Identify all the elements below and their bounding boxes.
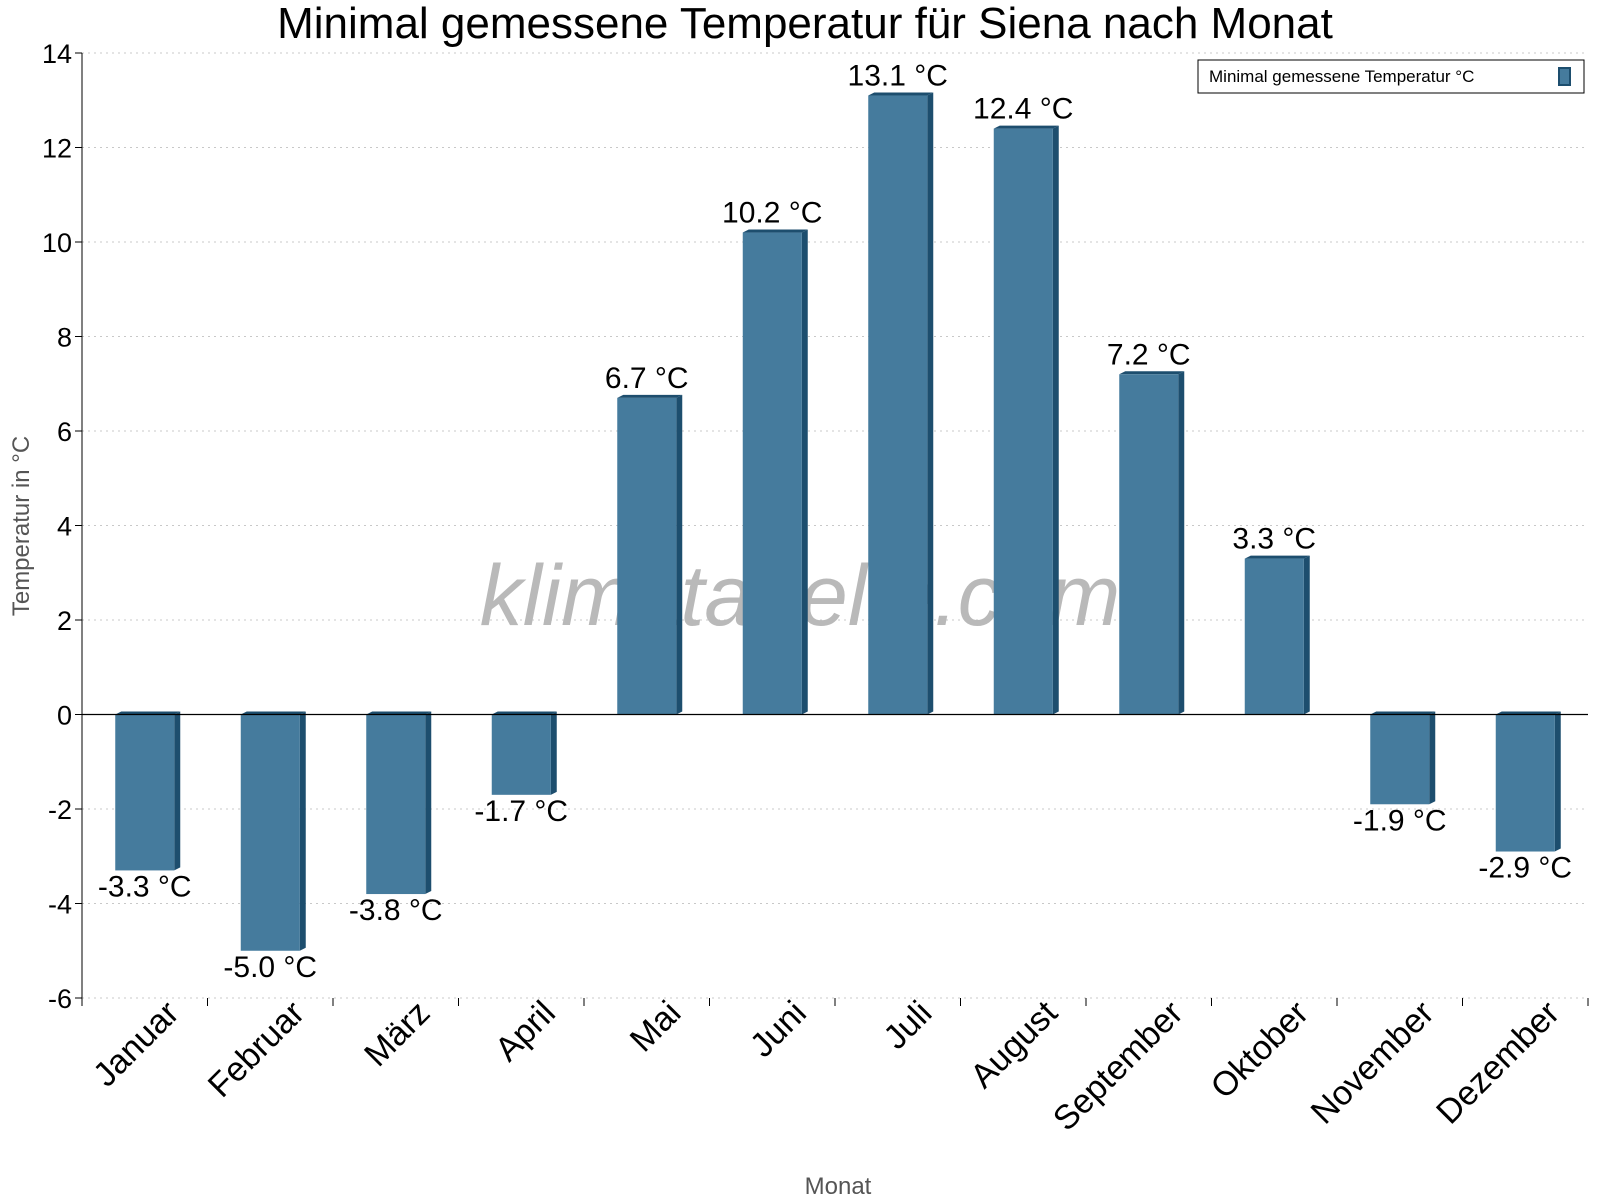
bar-side: [1303, 555, 1310, 715]
data-label: -1.9 °C: [1353, 804, 1447, 837]
bar-side: [425, 711, 432, 895]
bar-top: [617, 394, 683, 398]
bar-side: [801, 229, 808, 715]
category-label: April: [488, 994, 563, 1069]
legend-label: Minimal gemessene Temperatur °C: [1209, 67, 1474, 86]
bar: [1244, 558, 1304, 715]
bar-side: [676, 394, 683, 715]
y-tick-label: 14: [42, 39, 72, 69]
category-label: Januar: [86, 994, 186, 1094]
bar-side: [174, 711, 181, 871]
y-tick-label: 4: [57, 512, 72, 542]
legend-box: [1197, 59, 1585, 94]
data-label: 7.2 °C: [1107, 338, 1191, 371]
category-label: November: [1304, 994, 1442, 1132]
y-tick-label: -6: [48, 984, 72, 1014]
data-label: -2.9 °C: [1478, 852, 1572, 885]
data-label: 6.7 °C: [605, 362, 689, 395]
bar: [742, 232, 802, 715]
y-tick-label: 2: [57, 606, 72, 636]
data-label: 10.2 °C: [722, 197, 822, 230]
bar: [1119, 374, 1179, 715]
y-axis-title: Temperatur in °C: [8, 436, 35, 616]
bar: [115, 714, 175, 871]
category-label: Juli: [876, 994, 939, 1057]
y-tick-label: 10: [42, 228, 72, 258]
bar-side: [1052, 125, 1059, 715]
bar: [240, 714, 300, 951]
data-label: 13.1 °C: [848, 60, 948, 93]
y-tick-label: -2: [48, 795, 72, 825]
data-label: -5.0 °C: [223, 951, 317, 984]
bars-layer: [115, 92, 1561, 951]
data-label: -3.3 °C: [98, 870, 192, 903]
grid-layer: [82, 52, 1588, 999]
data-label: -3.8 °C: [349, 894, 443, 927]
bar: [366, 714, 426, 895]
legend[interactable]: Minimal gemessene Temperatur °C: [1197, 59, 1585, 94]
category-label: Dezember: [1429, 994, 1567, 1132]
y-tick-label: 0: [57, 701, 72, 731]
axes-layer: -6 -4 -2 0 2 4 6 8 10 12 14: [42, 39, 1589, 1014]
bar-side: [1178, 371, 1185, 715]
bar-top: [993, 125, 1059, 129]
bar-side: [299, 711, 306, 951]
x-axis-title: Monat: [805, 1173, 872, 1200]
bar-top: [1119, 371, 1185, 375]
data-label: -1.7 °C: [474, 795, 568, 828]
bar-top: [1370, 711, 1436, 715]
y-tick-label: 6: [57, 417, 72, 447]
data-label: 3.3 °C: [1232, 523, 1316, 556]
bar: [1495, 714, 1555, 852]
bar: [868, 95, 928, 715]
category-label: September: [1046, 994, 1190, 1138]
y-tick-label: 12: [42, 134, 72, 164]
bar: [617, 397, 677, 715]
y-tick-label: -4: [48, 890, 72, 920]
bar-side: [1554, 711, 1561, 852]
chart-title: Minimal gemessene Temperatur für Siena n…: [277, 0, 1333, 48]
category-label: Oktober: [1204, 994, 1316, 1106]
bar-side: [927, 92, 934, 715]
legend-swatch: [1558, 67, 1571, 86]
category-label: Mai: [623, 994, 689, 1060]
bar: [993, 128, 1053, 715]
bar: [491, 714, 551, 795]
category-label: August: [963, 993, 1065, 1095]
data-label: 12.4 °C: [973, 93, 1073, 126]
bar-top: [1244, 555, 1310, 559]
category-label: März: [357, 994, 437, 1074]
category-label: Juni: [743, 994, 814, 1065]
bar-top: [868, 92, 934, 96]
bar: [1370, 714, 1430, 805]
bar-top: [366, 711, 432, 715]
bar-top: [1495, 711, 1561, 715]
bar-top: [742, 229, 808, 233]
bar-top: [491, 711, 557, 715]
bar-top: [115, 711, 181, 715]
bar-top: [240, 711, 306, 715]
bar-side: [550, 711, 557, 795]
y-tick-label: 8: [57, 323, 72, 353]
bar-side: [1429, 711, 1436, 805]
category-label: Februar: [201, 994, 312, 1105]
